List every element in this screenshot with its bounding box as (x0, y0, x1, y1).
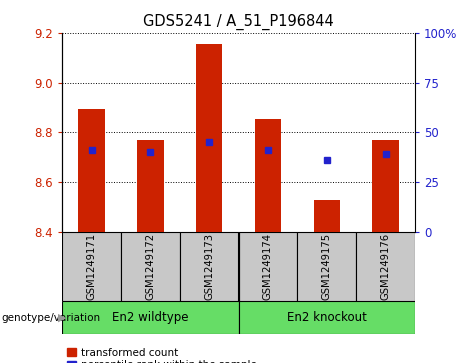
Legend: transformed count, percentile rank within the sample: transformed count, percentile rank withi… (67, 348, 257, 363)
Text: GSM1249173: GSM1249173 (204, 233, 214, 300)
Text: GSM1249175: GSM1249175 (322, 233, 332, 300)
Bar (196, 44, 222, 232)
Bar (121, 232, 180, 301)
Bar (297, 232, 356, 301)
Text: En2 wildtype: En2 wildtype (112, 311, 189, 324)
Bar (62, 232, 121, 301)
Title: GDS5241 / A_51_P196844: GDS5241 / A_51_P196844 (143, 14, 334, 30)
Bar (180, 232, 239, 301)
Bar (356, 232, 415, 301)
Bar (78, 109, 105, 232)
Text: GSM1249174: GSM1249174 (263, 233, 273, 300)
Bar (239, 301, 415, 334)
Text: ▶: ▶ (58, 313, 66, 323)
Bar (313, 200, 340, 232)
Text: GSM1249171: GSM1249171 (87, 233, 97, 300)
Bar (62, 301, 239, 334)
Text: En2 knockout: En2 knockout (287, 311, 366, 324)
Text: GSM1249176: GSM1249176 (380, 233, 390, 300)
Bar (137, 140, 164, 232)
Bar (372, 140, 399, 232)
Text: GSM1249172: GSM1249172 (145, 233, 155, 300)
Text: genotype/variation: genotype/variation (1, 313, 100, 323)
Bar (239, 232, 297, 301)
Bar (255, 119, 281, 232)
